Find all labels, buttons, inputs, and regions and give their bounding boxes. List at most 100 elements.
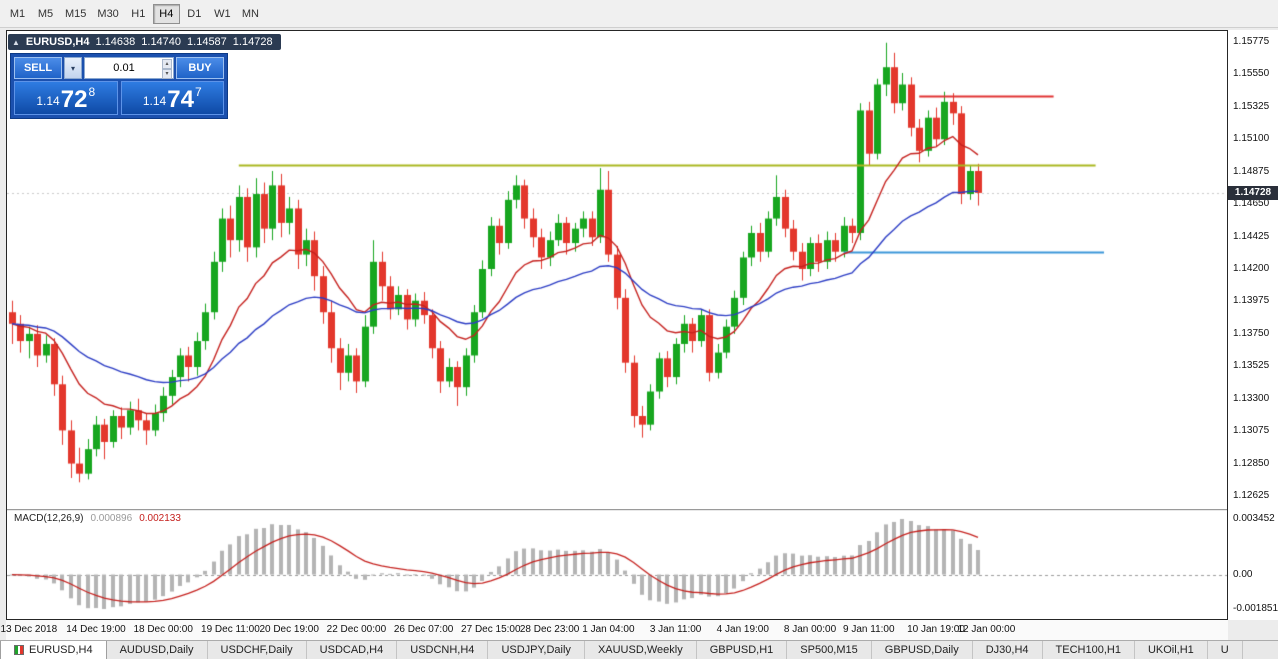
- sell-button[interactable]: SELL: [14, 57, 62, 79]
- time-axis-tick: 19 Dec 11:00: [201, 624, 260, 635]
- price-axis-tick: 1.13075: [1233, 425, 1270, 437]
- macd-indicator-canvas[interactable]: [7, 511, 1227, 619]
- chart-thumbnail-icon: [14, 645, 24, 655]
- time-axis-tick: 22 Dec 00:00: [326, 624, 387, 635]
- price-axis-tick: 1.15100: [1233, 133, 1270, 145]
- macd-label: MACD(12,26,9) 0.000896 0.002133: [14, 513, 181, 524]
- volume-increase-button[interactable]: ▴: [162, 59, 172, 69]
- timeframe-button-m30[interactable]: M30: [97, 7, 119, 20]
- chart-tab-label: DJ30,H4: [985, 644, 1029, 656]
- time-axis-tick: 18 Dec 00:00: [133, 624, 193, 635]
- trade-panel-controls-row: SELL ▾ ▴ ▾ BUY: [14, 57, 224, 79]
- time-axis-tick: 14 Dec 19:00: [66, 624, 126, 635]
- price-axis-tick: 1.15550: [1233, 68, 1270, 80]
- price-axis-tick: 1.14200: [1233, 263, 1270, 274]
- time-axis-tick: 1 Jan 04:00: [582, 624, 635, 635]
- chart-tab-label: GBPUSD,Daily: [884, 644, 959, 656]
- price-axis-tick: 1.13975: [1233, 295, 1270, 307]
- chart-tab-gbpusd-h1[interactable]: GBPUSD,H1: [697, 641, 788, 659]
- timeframe-button-h1[interactable]: H1: [131, 7, 146, 20]
- time-axis-tick: 26 Dec 07:00: [393, 624, 454, 635]
- chart-tab-usdcnh-h4[interactable]: USDCNH,H4: [397, 641, 489, 659]
- chart-tab-label: USDCAD,H4: [319, 644, 384, 656]
- chart-tab-sp500-m15[interactable]: SP500,M15: [787, 641, 872, 659]
- chart-tab-label: USDCHF,Daily: [220, 644, 293, 656]
- chart-symbol-label: EURUSD,H4: [25, 36, 90, 48]
- sell-price-prefix: 1.14: [36, 94, 60, 108]
- timeframe-button-mn[interactable]: MN: [241, 7, 259, 20]
- timeframe-button-h4[interactable]: H4: [152, 3, 180, 24]
- ohlc-open-value: 1.14638: [95, 36, 136, 48]
- time-axis-tick: 4 Jan 19:00: [716, 624, 769, 635]
- chart-tab-label: USDJPY,Daily: [501, 644, 571, 656]
- chart-tab-usdcad-h4[interactable]: USDCAD,H4: [307, 641, 398, 659]
- sell-price-button[interactable]: 1.14 72 8: [14, 81, 118, 115]
- chart-tab-label: GBPUSD,H1: [709, 644, 774, 656]
- chart-tab-label: U: [1220, 644, 1229, 656]
- ohlc-high-value: 1.14740: [141, 36, 182, 48]
- indicator-window-divider[interactable]: [7, 509, 1227, 511]
- chevron-down-icon: ▾: [70, 63, 75, 73]
- chart-tab-gbpusd-daily[interactable]: GBPUSD,Daily: [872, 641, 973, 659]
- timeframe-button-m5[interactable]: M5: [37, 7, 54, 20]
- price-axis-tick: 1.13750: [1233, 327, 1270, 339]
- timeframe-button-m1[interactable]: M1: [9, 7, 26, 20]
- macd-main-value: 0.000896: [90, 513, 133, 524]
- time-axis-tick: 8 Jan 00:00: [783, 624, 837, 635]
- price-axis-tick: 1.12625: [1233, 490, 1270, 501]
- price-axis[interactable]: 1.15775 1.15550 1.15325 1.15100 1.14875 1.146…: [1228, 30, 1278, 620]
- chart-tab-xauusd-weekly[interactable]: XAUUSD,Weekly: [585, 641, 697, 659]
- timeframe-button-w1[interactable]: W1: [214, 7, 231, 20]
- chart-tab-label: UKOil,H1: [1147, 644, 1194, 656]
- price-axis-tick: 1.15775: [1233, 36, 1270, 47]
- chart-tab-usdjpy-daily[interactable]: USDJPY,Daily: [488, 641, 585, 659]
- macd-axis-tick: 0.00: [1233, 568, 1253, 580]
- one-click-trading-panel: SELL ▾ ▴ ▾ BUY 1.14 72 8 1.14 74: [10, 53, 228, 119]
- timeframe-button-m15[interactable]: M15: [65, 7, 87, 20]
- chart-tab-u[interactable]: U: [1208, 641, 1243, 659]
- chart-tab-label: TECH100,H1: [1055, 644, 1121, 656]
- trade-panel-toggle-icon[interactable]: ▲: [12, 37, 20, 47]
- price-axis-tick: 1.14650: [1233, 198, 1270, 210]
- macd-axis-tick: 0.003452: [1233, 513, 1275, 524]
- timeframe-toolbar: M1 M5 M15 M30 H1 H4 D1 W1 MN: [0, 0, 1278, 28]
- chart-tab-label: SP500,M15: [800, 644, 858, 656]
- macd-axis-tick: -0.001851: [1233, 603, 1278, 614]
- volume-dropdown-button[interactable]: ▾: [64, 57, 82, 79]
- chart-tab-usdchf-daily[interactable]: USDCHF,Daily: [208, 641, 307, 659]
- sell-price-pipette: 8: [88, 85, 96, 99]
- price-axis-tick: 1.13525: [1233, 360, 1270, 372]
- timeframe-button-d1[interactable]: D1: [187, 7, 202, 20]
- macd-name: MACD(12,26,9): [14, 513, 84, 524]
- chart-info-bar: ▲ EURUSD,H4 1.14638 1.14740 1.14587 1.14…: [8, 34, 281, 50]
- time-axis-tick: 20 Dec 19:00: [259, 624, 319, 635]
- price-axis-tick: 1.14875: [1233, 165, 1270, 177]
- current-price-badge: 1.14728: [1228, 185, 1278, 200]
- buy-price-pipette: 7: [194, 85, 202, 99]
- buy-button[interactable]: BUY: [176, 57, 224, 79]
- price-axis-tick: 1.13300: [1233, 392, 1270, 404]
- volume-decrease-button[interactable]: ▾: [162, 69, 172, 79]
- chart-tab-label: EURUSD,H4: [29, 644, 93, 656]
- volume-input[interactable]: [84, 57, 174, 79]
- time-axis-tick: 9 Jan 11:00: [843, 624, 895, 635]
- time-axis-tick: 13 Dec 2018: [0, 624, 58, 635]
- chart-tab-dj30-h4[interactable]: DJ30,H4: [973, 641, 1043, 659]
- time-axis-tick: 28 Dec 23:00: [519, 624, 580, 635]
- chart-tab-label: AUDUSD,Daily: [119, 644, 194, 656]
- buy-price-button[interactable]: 1.14 74 7: [120, 81, 224, 115]
- chart-tab-tech100-h1[interactable]: TECH100,H1: [1043, 641, 1135, 659]
- chart-tab-label: USDCNH,H4: [410, 644, 475, 656]
- time-axis-tick: 27 Dec 15:00: [461, 624, 521, 635]
- time-axis-tick: 10 Jan 19:00: [907, 624, 965, 635]
- chart-tab-audusd-daily[interactable]: AUDUSD,Daily: [107, 641, 208, 659]
- price-axis-tick: 1.12850: [1233, 457, 1270, 469]
- buy-price-prefix: 1.14: [142, 94, 167, 108]
- price-axis-tick: 1.14425: [1233, 230, 1270, 242]
- chart-tab-eurusd-h4[interactable]: EURUSD,H4: [0, 641, 107, 659]
- time-axis[interactable]: 13 Dec 2018 14 Dec 19:00 18 Dec 00:00 19 De…: [0, 620, 1228, 640]
- chart-tab-label: XAUUSD,Weekly: [597, 644, 683, 656]
- trade-panel-prices-row: 1.14 72 8 1.14 74 7: [14, 81, 224, 115]
- chart-tab-ukoil-h1[interactable]: UKOil,H1: [1135, 641, 1208, 659]
